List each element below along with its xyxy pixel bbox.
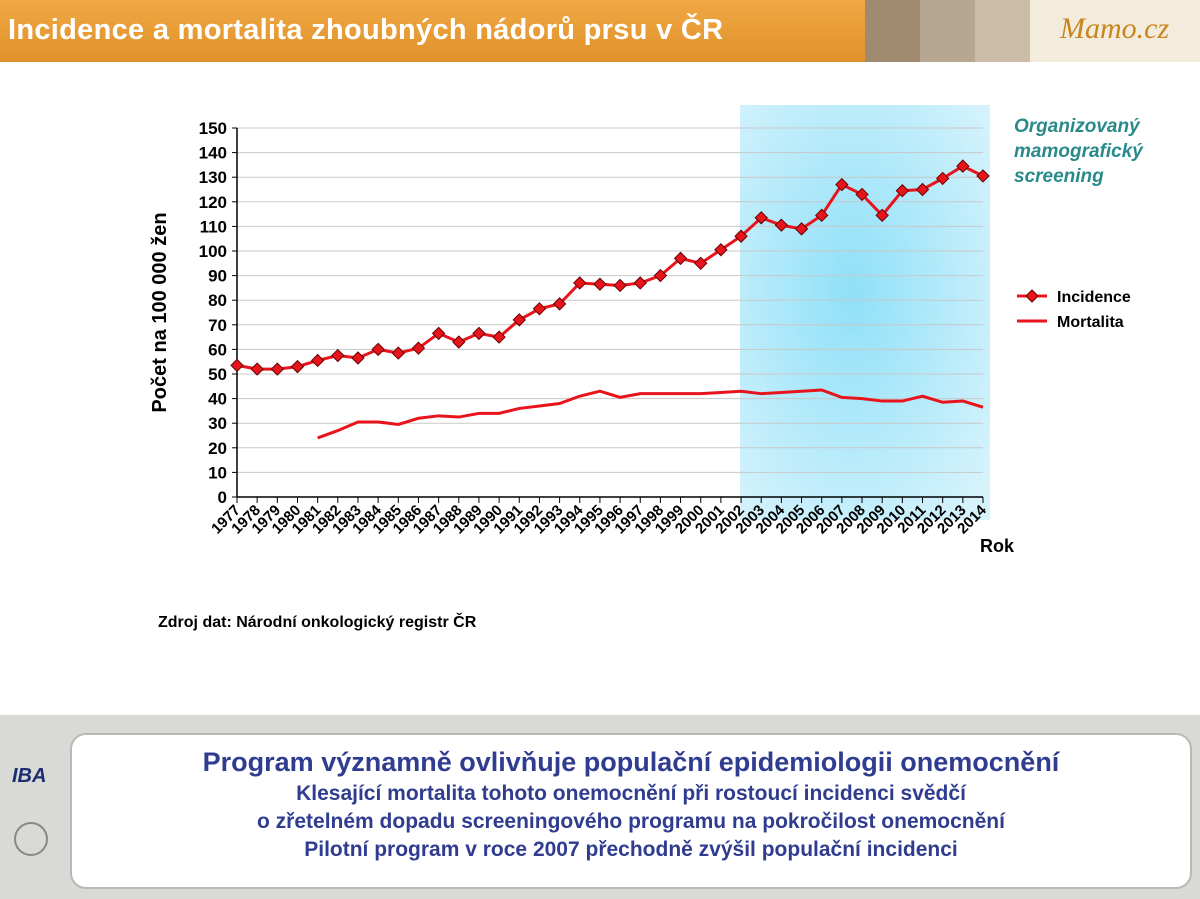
screening-band	[740, 105, 990, 520]
data-point	[794, 222, 809, 236]
y-tick-label: 70	[208, 316, 227, 335]
data-point	[714, 243, 728, 257]
headline: Program významně ovlivňuje populační epi…	[202, 747, 1060, 777]
data-point	[431, 326, 446, 341]
y-tick-label: 10	[208, 463, 227, 482]
summary-line: o zřetelném dopadu screeningového progra…	[257, 810, 1005, 833]
y-tick-label: 60	[208, 340, 227, 359]
data-point	[270, 362, 285, 376]
source: Zdroj dat: Národní onkologický registr Č…	[158, 614, 477, 631]
y-tick-label: 140	[199, 144, 227, 163]
data-point	[613, 278, 627, 293]
summary-box: Program významně ovlivňuje populační epi…	[70, 733, 1192, 889]
summary-line: Pilotní program v roce 2007 přechodně zv…	[304, 838, 958, 861]
logo: Mamo.cz	[1060, 12, 1170, 45]
data-point	[754, 211, 768, 225]
y-tick-label: 90	[208, 267, 227, 286]
iba-logo: IBA	[12, 765, 47, 787]
tile	[975, 0, 1030, 62]
data-point	[915, 182, 930, 197]
chart: 0102030405060708090100110120130140150197…	[149, 105, 1144, 556]
y-tick-label: 150	[199, 119, 227, 138]
data-point	[552, 297, 567, 311]
data-point	[472, 326, 486, 341]
data-point	[855, 187, 869, 202]
annotation-line: Organizovaný	[1014, 116, 1141, 137]
data-point	[532, 302, 547, 316]
data-point	[875, 208, 889, 223]
y-tick-label: 40	[208, 390, 227, 409]
y-tick-label: 100	[199, 242, 227, 261]
data-point	[734, 229, 748, 243]
tile	[920, 0, 975, 62]
data-point	[935, 171, 950, 186]
y-tick-label: 0	[218, 488, 227, 507]
annotation: Organizovaný mamografický screening	[1014, 116, 1144, 187]
y-tick-label: 80	[208, 291, 227, 310]
data-point	[976, 169, 990, 183]
data-point	[633, 276, 647, 290]
data-point	[593, 277, 607, 291]
data-point	[512, 313, 526, 327]
data-point	[694, 256, 708, 271]
tile	[1030, 0, 1200, 62]
data-point	[230, 358, 244, 373]
data-point	[452, 335, 466, 349]
data-point	[391, 346, 406, 360]
legend-label: Incidence	[1057, 289, 1131, 306]
data-point	[411, 341, 426, 355]
header-bar: Incidence a mortalita zhoubných nádorů p…	[0, 0, 865, 62]
slide-title: Incidence a mortalita zhoubných nádorů p…	[8, 14, 724, 46]
annotation-line: mamografický	[1014, 141, 1144, 162]
mu-logo	[14, 822, 48, 856]
y-tick-label: 20	[208, 439, 227, 458]
legend-label: Mortalita	[1057, 314, 1124, 331]
series-line	[317, 388, 984, 440]
y-axis-label: Počet na 100 000 žen	[149, 212, 171, 412]
y-tick-label: 30	[208, 414, 227, 433]
x-axis-label: Rok	[980, 536, 1015, 556]
data-point	[573, 276, 587, 290]
tile	[865, 0, 920, 62]
annotation-line: screening	[1014, 166, 1104, 187]
y-tick-label: 120	[199, 193, 227, 212]
data-point	[814, 208, 829, 223]
data-point	[673, 251, 688, 266]
data-point	[835, 177, 849, 192]
data-point	[310, 353, 325, 368]
data-point	[895, 184, 910, 198]
data-point	[371, 342, 385, 357]
data-point	[331, 348, 345, 363]
y-tick-label: 110	[200, 217, 227, 236]
data-point	[653, 268, 668, 283]
y-tick-label: 130	[199, 168, 227, 187]
data-point	[290, 359, 305, 374]
data-point	[250, 362, 264, 376]
summary-line: Klesající mortalita tohoto onemocnění př…	[296, 782, 966, 805]
data-point	[492, 330, 506, 344]
data-point	[956, 159, 970, 173]
legend-marker	[1025, 289, 1039, 303]
data-point	[774, 218, 789, 232]
y-tick-label: 50	[208, 365, 227, 384]
data-point	[351, 351, 365, 365]
